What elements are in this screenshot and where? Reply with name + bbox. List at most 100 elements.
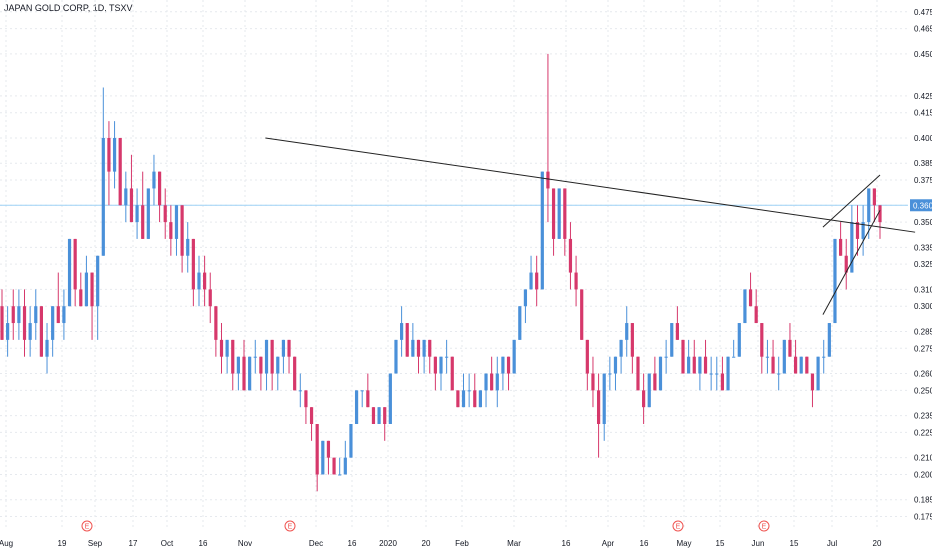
ohlc-bar-body — [67, 238, 72, 307]
ohlc-bar-body — [805, 356, 809, 374]
trendline — [265, 137, 916, 233]
ohlc-bar-body — [518, 306, 522, 340]
earnings-badge-label: E — [762, 524, 767, 531]
ohlc-bar-body — [793, 356, 798, 374]
ohlc-bar-body — [388, 373, 392, 424]
ohlc-bar-body — [596, 390, 601, 424]
ohlc-bar-body — [867, 188, 871, 223]
ohlc-bar-body — [298, 390, 302, 392]
ohlc-bar-body — [568, 238, 573, 273]
ohlc-bar-body — [833, 238, 837, 324]
ohlc-bar-body — [501, 356, 505, 374]
x-tick-label: 15 — [790, 539, 799, 548]
ohlc-bar-body — [625, 323, 629, 340]
ohlc-bar-body — [490, 373, 494, 391]
ohlc-bar-body — [445, 356, 449, 358]
x-tick-label: Jul — [827, 539, 837, 548]
ohlc-bar-body — [484, 373, 488, 391]
ohlc-bar-body — [62, 306, 66, 324]
ohlc-bar-body — [377, 407, 381, 424]
ohlc-bar-body — [208, 289, 212, 307]
current-price-tag-label: 0.360 — [913, 201, 932, 210]
ohlc-bar-body — [56, 306, 60, 324]
ohlc-bar-body — [371, 407, 376, 424]
ohlc-bar-body — [810, 373, 815, 391]
ohlc-bar-body — [698, 356, 702, 374]
ohlc-bar-body — [467, 390, 471, 392]
y-tick-label: 0.235 — [914, 412, 932, 421]
y-tick-label: 0.275 — [914, 344, 932, 353]
ohlc-bar-body — [861, 222, 865, 239]
ohlc-bar-body — [326, 440, 331, 458]
ohlc-bar-body — [743, 289, 747, 324]
y-tick-label: 0.260 — [914, 370, 932, 379]
ohlc-bar-body — [248, 356, 252, 391]
ohlc-bar-body — [754, 306, 758, 324]
ohlc-bar-body — [872, 188, 876, 206]
x-tick-label: Mar — [507, 539, 521, 548]
ohlc-bar-body — [428, 339, 432, 357]
ohlc-bar-body — [473, 390, 477, 408]
ohlc-bar-body — [124, 188, 128, 206]
trendline — [822, 210, 881, 315]
ohlc-bar-body — [79, 289, 83, 307]
y-tick-label: 0.350 — [914, 218, 932, 227]
ohlc-bar-body — [242, 356, 246, 391]
ohlc-bar-body — [253, 356, 257, 358]
ohlc-bar-body — [73, 238, 77, 290]
y-tick-label: 0.185 — [914, 496, 932, 505]
ohlc-bar-body — [219, 339, 224, 357]
ohlc-bar-body — [506, 356, 511, 374]
ohlc-bar-body — [383, 407, 387, 424]
ohlc-bar-body — [670, 323, 674, 357]
y-tick-label: 0.250 — [914, 386, 932, 395]
y-tick-label: 0.310 — [914, 285, 932, 294]
x-tick-label: 19 — [58, 539, 67, 548]
ohlc-bar-body — [788, 339, 792, 357]
ohlc-bar-body — [827, 323, 831, 357]
ohlc-bar-body — [687, 356, 691, 374]
ohlc-bar-body — [658, 356, 663, 391]
x-tick-label: 20 — [422, 539, 431, 548]
ohlc-bar-body — [315, 424, 319, 475]
ohlc-bar-body — [608, 373, 612, 375]
ohlc-bar-body — [169, 222, 173, 239]
ohlc-bar-body — [585, 339, 589, 374]
ohlc-bar-body — [45, 339, 49, 357]
ohlc-bar-body — [101, 137, 105, 256]
y-tick-label: 0.415 — [914, 109, 932, 118]
ohlc-bar-body — [535, 272, 539, 290]
ohlc-bar-body — [495, 373, 499, 391]
ohlc-bar-body — [34, 306, 38, 324]
ohlc-bar-body — [720, 373, 725, 391]
ohlc-bar-body — [96, 255, 100, 307]
y-tick-label: 0.335 — [914, 243, 932, 252]
y-tick-label: 0.300 — [914, 302, 932, 311]
x-tick-label: Jun — [752, 539, 765, 548]
ohlc-bar-body — [180, 205, 184, 256]
y-tick-label: 0.175 — [914, 513, 932, 522]
ohlc-bar-body — [523, 289, 528, 307]
ohlc-bar-body — [726, 356, 730, 391]
y-tick-label: 0.465 — [914, 25, 932, 34]
earnings-badge — [672, 520, 684, 532]
ohlc-bar-body — [433, 356, 437, 374]
ohlc-bar-body — [6, 323, 10, 340]
ohlc-bar-body — [281, 339, 286, 357]
ohlc-bar-body — [647, 373, 651, 408]
ohlc-bar-body — [39, 306, 43, 357]
ohlc-bar-body — [512, 339, 516, 374]
ohlc-bar-body — [653, 373, 657, 391]
x-tick-label: Oct — [161, 539, 174, 548]
ohlc-bar-body — [748, 289, 753, 307]
ohlc-bar-body — [90, 272, 94, 307]
ohlc-bar-body — [293, 356, 297, 391]
x-tick-label: 20 — [873, 539, 882, 548]
x-tick-label: May — [676, 539, 691, 548]
earnings-badge-label: E — [288, 524, 293, 531]
ohlc-bar-body — [664, 356, 668, 358]
chart-title: JAPAN GOLD CORP, 1D, TSXV — [4, 3, 133, 13]
ohlc-bar-body — [478, 390, 482, 408]
ohlc-bar-body — [366, 390, 370, 408]
